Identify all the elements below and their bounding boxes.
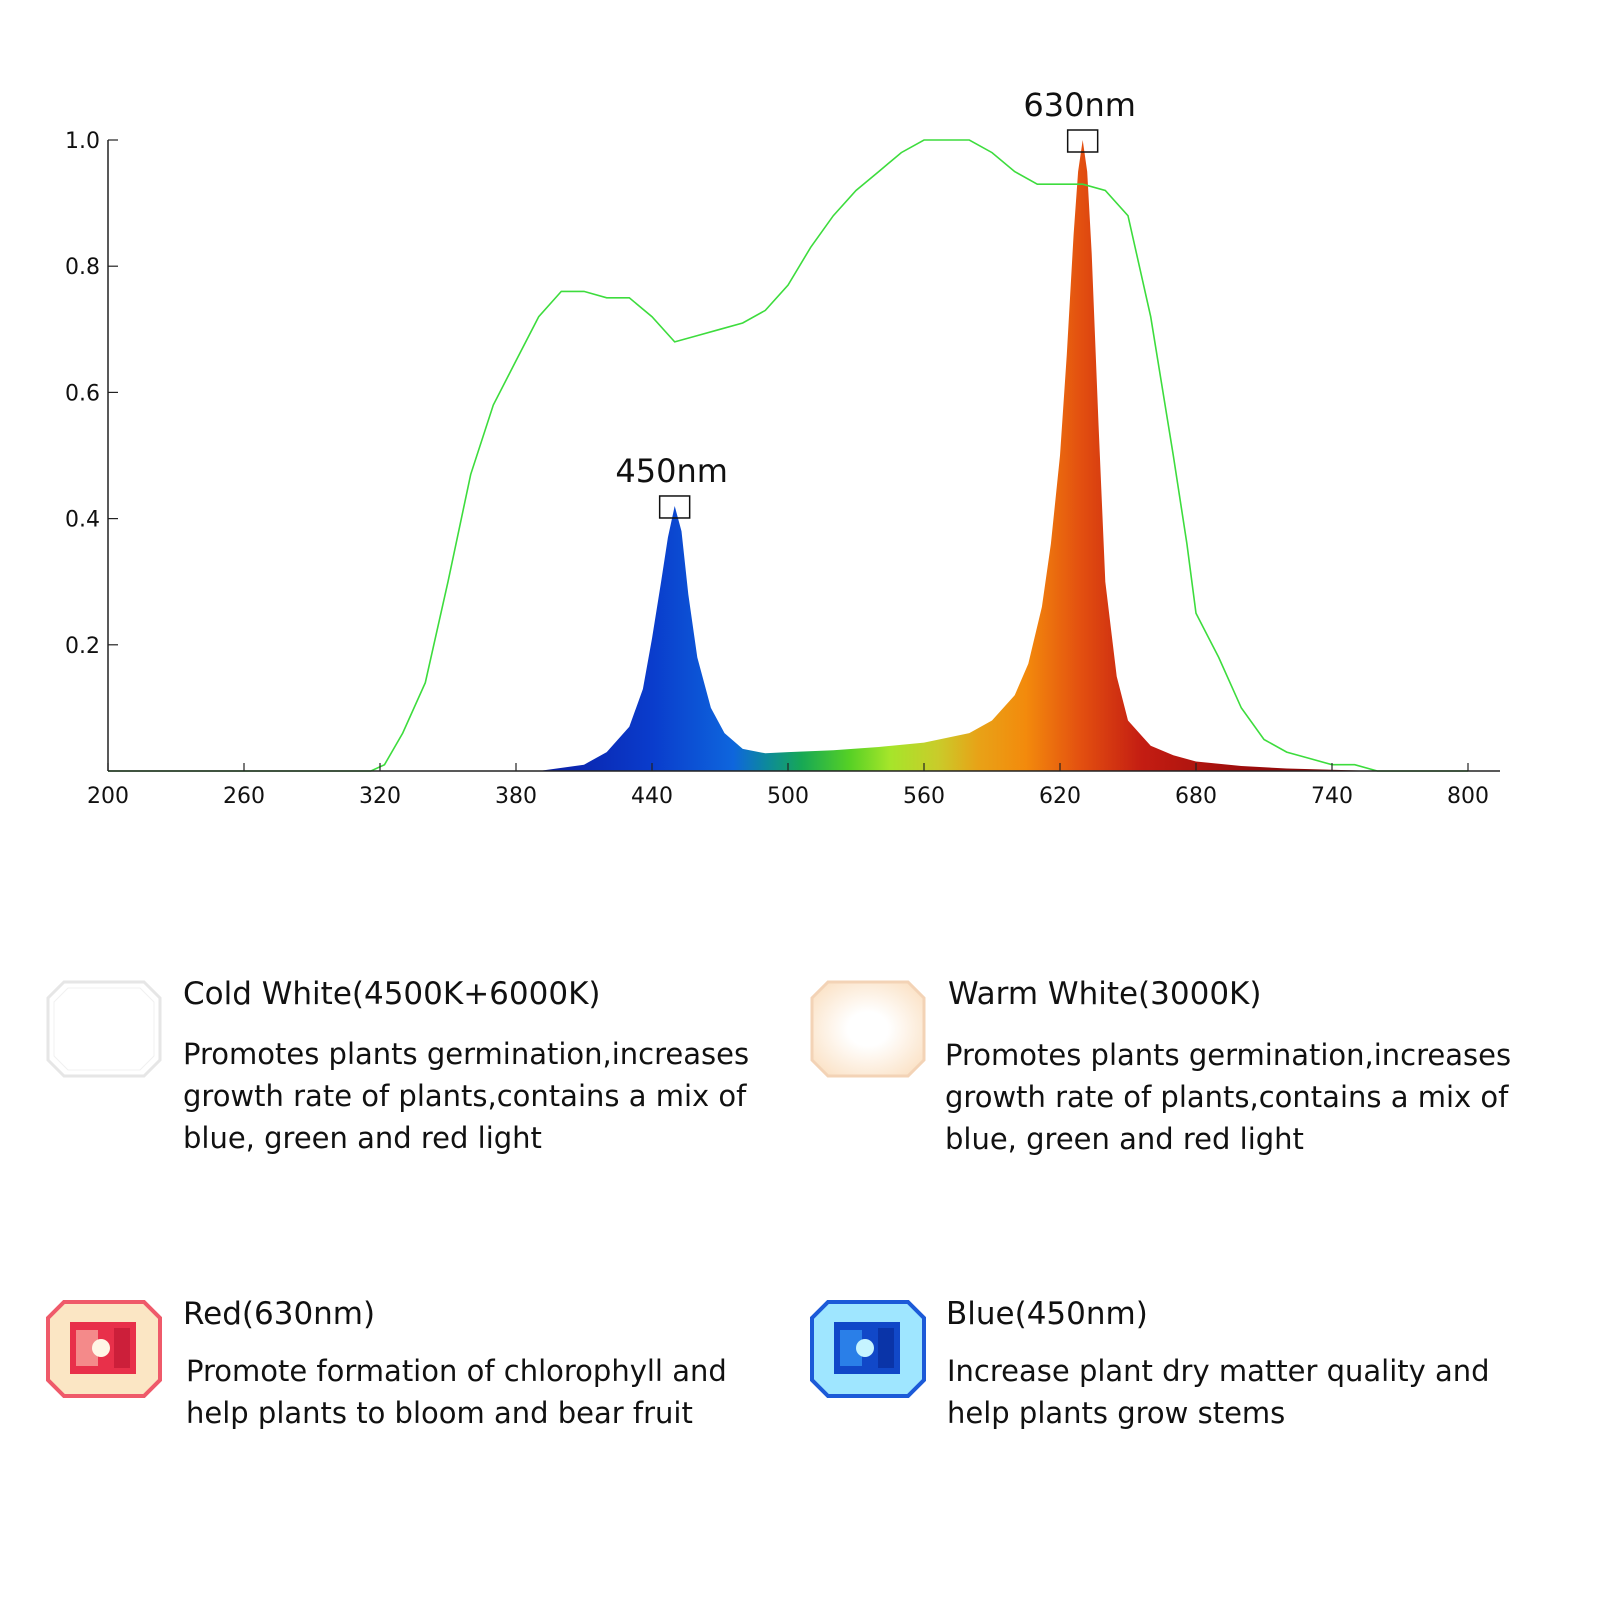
- peak-marker-box: [658, 495, 691, 519]
- led-desc-blue: Increase plant dry matter quality and he…: [947, 1354, 1490, 1430]
- led-title-warm-white: Warm White(3000K): [948, 976, 1262, 1012]
- x-tick-label: 620: [1039, 784, 1081, 809]
- spectrum-area: [108, 140, 1468, 771]
- peak-label: 450nm: [615, 452, 728, 490]
- led-title-blue: Blue(450nm): [946, 1296, 1148, 1332]
- x-tick-label: 800: [1447, 784, 1489, 809]
- y-tick-label: 0.4: [65, 508, 100, 533]
- x-tick-label: 320: [359, 784, 401, 809]
- x-tick-label: 680: [1175, 784, 1217, 809]
- x-tick-label: 200: [87, 784, 129, 809]
- x-tick-label: 740: [1311, 784, 1353, 809]
- x-tick-label: 380: [495, 784, 537, 809]
- cold-white-led-icon: [46, 980, 162, 1078]
- y-tick-label: 0.2: [65, 634, 100, 659]
- x-tick-label: 560: [903, 784, 945, 809]
- y-tick-label: 1.0: [65, 129, 100, 154]
- warm-white-led-icon: [810, 980, 926, 1078]
- x-tick-label: 500: [767, 784, 809, 809]
- y-tick-label: 0.6: [65, 381, 100, 406]
- led-desc-warm-white: Promotes plants germination,increases gr…: [945, 1038, 1512, 1156]
- peak-marker-box: [1066, 129, 1099, 153]
- led-title-cold-white: Cold White(4500K+6000K): [183, 976, 601, 1012]
- y-tick-label: 0.8: [65, 255, 100, 280]
- led-frame: [810, 980, 926, 1078]
- red-led-icon: [46, 1300, 162, 1398]
- green-response-curve: [108, 139, 1468, 772]
- peak-label: 630nm: [1023, 86, 1136, 124]
- led-title-red: Red(630nm): [183, 1296, 376, 1332]
- led-inner: [53, 987, 155, 1071]
- plot-area: 200 260 320 380 440 500 560 620 680 740 800 0.2 0.4 0…: [65, 86, 1500, 809]
- x-tick-label: 260: [223, 784, 265, 809]
- led-desc-red: Promote formation of chlorophyll and hel…: [186, 1354, 727, 1430]
- led-desc-cold-white: Promotes plants germination,increases gr…: [183, 1037, 750, 1155]
- spectrum-chart: 200 260 320 380 440 500 560 620 680 740 800 0.2 0.4 0…: [65, 86, 1500, 809]
- blue-led-icon: [810, 1300, 926, 1398]
- x-tick-label: 440: [631, 784, 673, 809]
